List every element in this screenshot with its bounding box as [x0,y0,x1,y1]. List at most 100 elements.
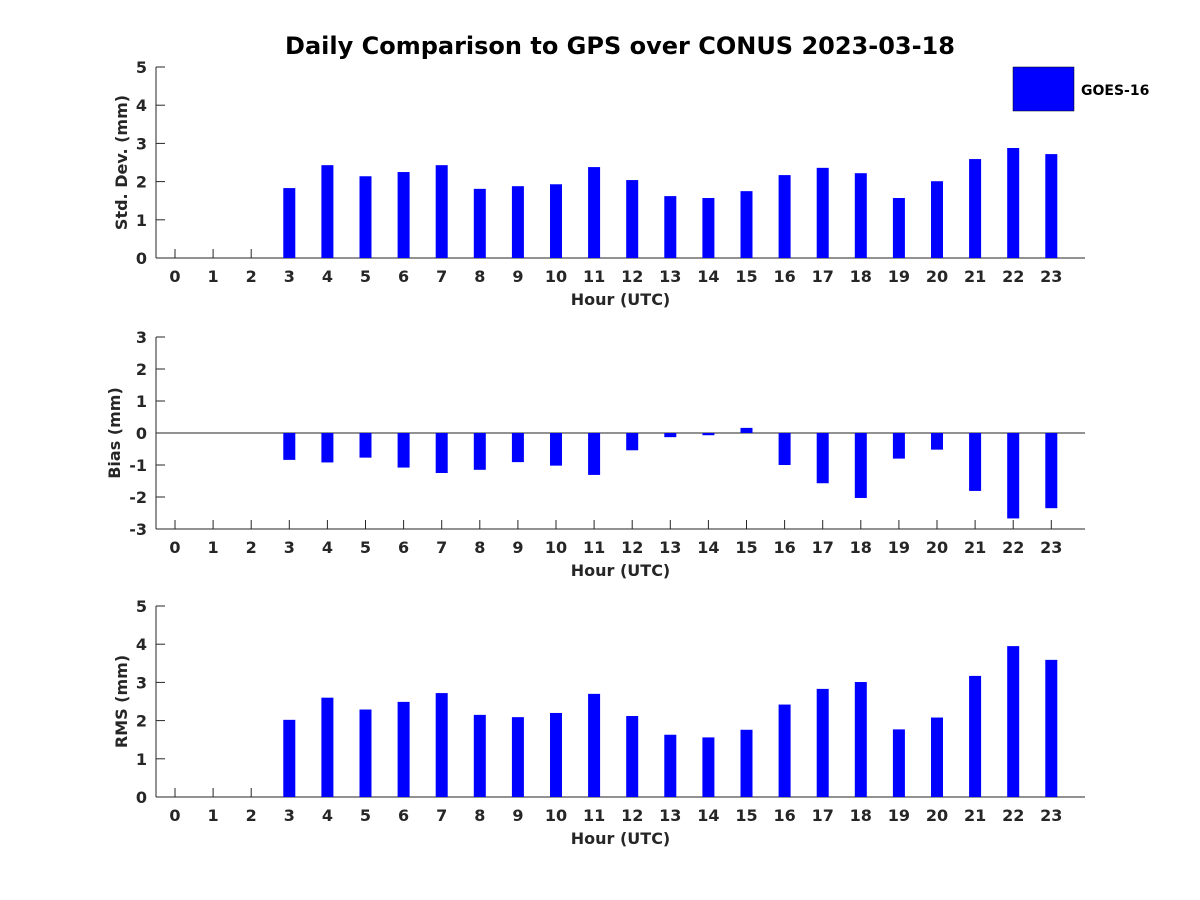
x-tick-label: 5 [360,806,371,825]
x-tick-label: 16 [773,538,795,557]
y-tick-label: -1 [129,456,147,475]
x-tick-label: 18 [850,538,872,557]
bar-hour-16 [778,704,791,797]
bar-hour-11 [588,693,601,797]
y-tick-label: 1 [136,392,147,411]
y-tick-label: -2 [129,488,147,507]
bar-hour-22 [1007,147,1020,258]
legend-label-goes16: GOES-16 [1081,83,1149,99]
bar-hour-19 [892,433,905,459]
x-tick-label: 14 [697,806,719,825]
x-tick-label: 15 [735,538,757,557]
bar-hour-7 [435,433,448,473]
x-tick-label: 4 [322,267,333,286]
bar-hour-7 [435,165,448,258]
y-tick-label: 0 [136,788,147,807]
legend: GOES-16 [1012,66,1149,112]
y-tick-label: 3 [136,328,147,347]
x-tick-label: 5 [360,538,371,557]
y-tick-label: 5 [136,597,147,616]
x-tick-label: 9 [512,538,523,557]
x-axis-label: Hour (UTC) [571,290,671,309]
bar-hour-11 [588,167,601,258]
legend-swatch-goes16 [1012,66,1075,112]
bar-hour-10 [550,712,562,797]
x-tick-label: 5 [360,267,371,286]
bar-hour-12 [626,180,639,258]
x-tick-label: 6 [398,806,409,825]
bar-hour-20 [931,433,943,450]
x-tick-label: 1 [208,538,219,557]
x-tick-label: 15 [735,806,757,825]
x-tick-label: 3 [284,267,295,286]
x-tick-label: 22 [1002,538,1024,557]
bar-hour-23 [1045,433,1058,509]
bar-hour-14 [702,737,715,797]
y-tick-label: 2 [136,360,147,379]
x-tick-label: 9 [512,267,523,286]
bar-hour-12 [626,433,639,451]
x-tick-label: 18 [850,806,872,825]
y-tick-label: 2 [136,712,147,731]
x-tick-label: 23 [1040,806,1062,825]
bar-hour-21 [969,433,982,491]
x-tick-label: 19 [888,538,910,557]
bar-hour-13 [664,734,677,797]
y-tick-label: 0 [136,249,147,268]
x-tick-label: 14 [697,538,719,557]
x-axis-label: Hour (UTC) [571,561,671,580]
x-tick-label: 18 [850,267,872,286]
bar-hour-19 [892,198,905,258]
x-tick-label: 11 [583,538,605,557]
x-tick-label: 7 [436,267,447,286]
bar-hour-19 [892,729,905,797]
y-tick-label: 2 [136,173,147,192]
x-tick-label: 13 [659,538,681,557]
bar-hour-8 [473,188,486,258]
bar-hour-3 [283,719,296,797]
x-tick-label: 14 [697,267,719,286]
x-tick-label: 16 [773,806,795,825]
bar-hour-16 [778,175,791,258]
bar-hour-21 [969,159,982,258]
x-tick-label: 20 [926,538,948,557]
x-tick-label: 2 [246,267,257,286]
bar-hour-23 [1045,659,1058,797]
x-tick-label: 4 [322,538,333,557]
bar-hour-13 [664,196,677,258]
x-tick-label: 0 [169,538,180,557]
y-tick-label: 3 [136,134,147,153]
x-tick-label: 0 [169,806,180,825]
bar-hour-4 [321,433,334,463]
bar-hour-18 [854,433,867,498]
bar-hour-7 [435,693,448,797]
bar-hour-5 [359,433,372,458]
bar-hour-21 [969,675,982,797]
x-tick-label: 7 [436,538,447,557]
bar-hour-9 [511,717,524,797]
bar-hour-6 [397,701,410,797]
bar-hour-20 [931,717,943,797]
x-tick-label: 17 [812,267,834,286]
bar-hour-9 [511,186,524,258]
bar-hour-4 [321,697,334,797]
x-axis-label: Hour (UTC) [571,829,671,848]
bar-hour-17 [816,167,829,258]
y-tick-label: 3 [136,673,147,692]
x-tick-label: 22 [1002,267,1024,286]
bar-hour-17 [816,433,829,484]
bar-hour-14 [702,433,715,436]
y-tick-label: 4 [136,635,147,654]
y-axis-label: RMS (mm) [112,655,131,748]
bar-hour-14 [702,198,715,258]
bar-hour-22 [1007,433,1020,519]
x-tick-label: 20 [926,267,948,286]
x-tick-label: 1 [208,267,219,286]
x-tick-label: 9 [512,806,523,825]
x-tick-label: 19 [888,806,910,825]
x-tick-label: 6 [398,267,409,286]
bar-hour-6 [397,172,410,258]
bar-hour-5 [359,176,372,258]
